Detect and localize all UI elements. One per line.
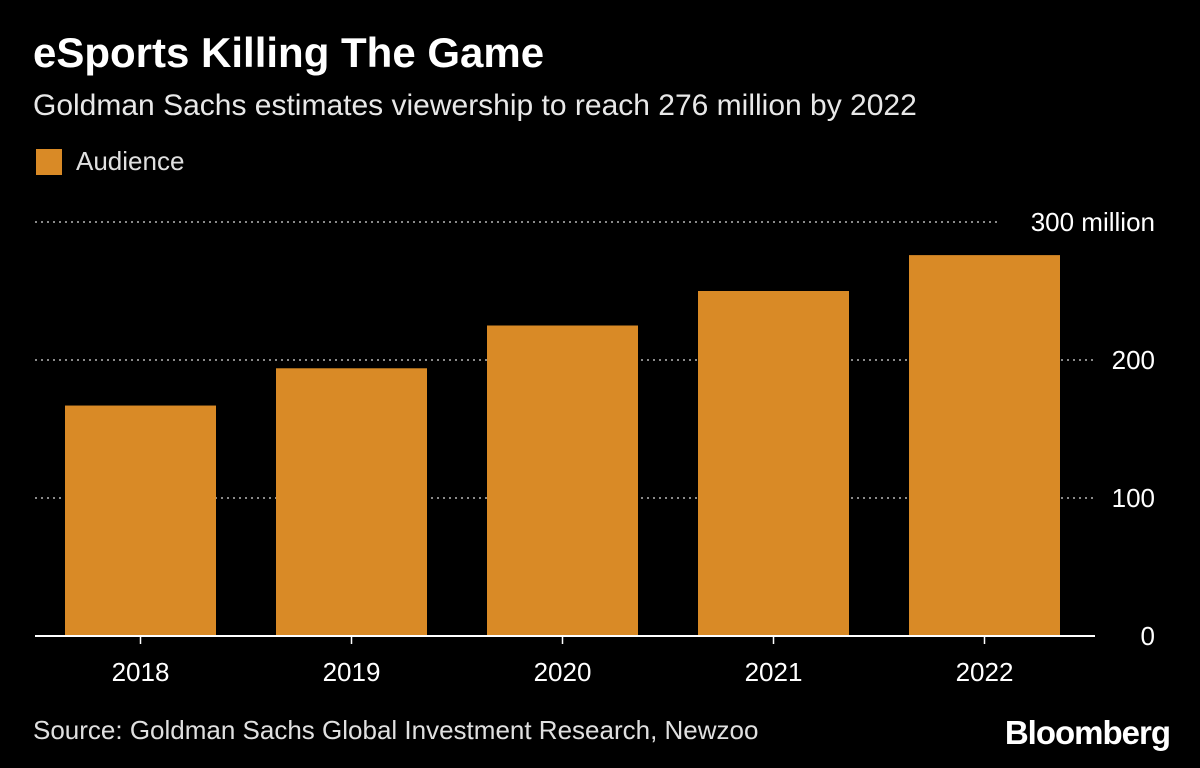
x-tick-label: 2019	[323, 657, 381, 687]
legend-swatch	[36, 148, 62, 175]
y-tick-label: 0	[1141, 621, 1155, 651]
bar-2020	[487, 325, 638, 636]
chart-subtitle: Goldman Sachs estimates viewership to re…	[33, 89, 917, 122]
chart-title: eSports Killing The Game	[33, 29, 545, 76]
bar-2019	[276, 368, 427, 636]
x-tick-label: 2020	[534, 657, 592, 687]
bar-2022	[909, 255, 1060, 636]
legend-label: Audience	[76, 146, 185, 176]
legend: Audience	[36, 146, 184, 177]
bar-2018	[65, 405, 216, 636]
brand-logo: Bloomberg	[1004, 714, 1171, 751]
y-tick-label: 100	[1112, 483, 1155, 513]
axes: 0 100 200 300 million 2018 2019 2020 2021 2022	[35, 207, 1155, 687]
bar-2021	[698, 291, 849, 636]
x-tick-label: 2018	[112, 657, 170, 687]
x-tick-label: 2022	[956, 657, 1014, 687]
x-tick-label: 2021	[745, 657, 803, 687]
y-tick-label: 200	[1112, 345, 1155, 375]
source-note: Source: Goldman Sachs Global Investment …	[33, 715, 759, 745]
bars	[65, 255, 1060, 636]
y-tick-label: 300 million	[1031, 207, 1155, 237]
